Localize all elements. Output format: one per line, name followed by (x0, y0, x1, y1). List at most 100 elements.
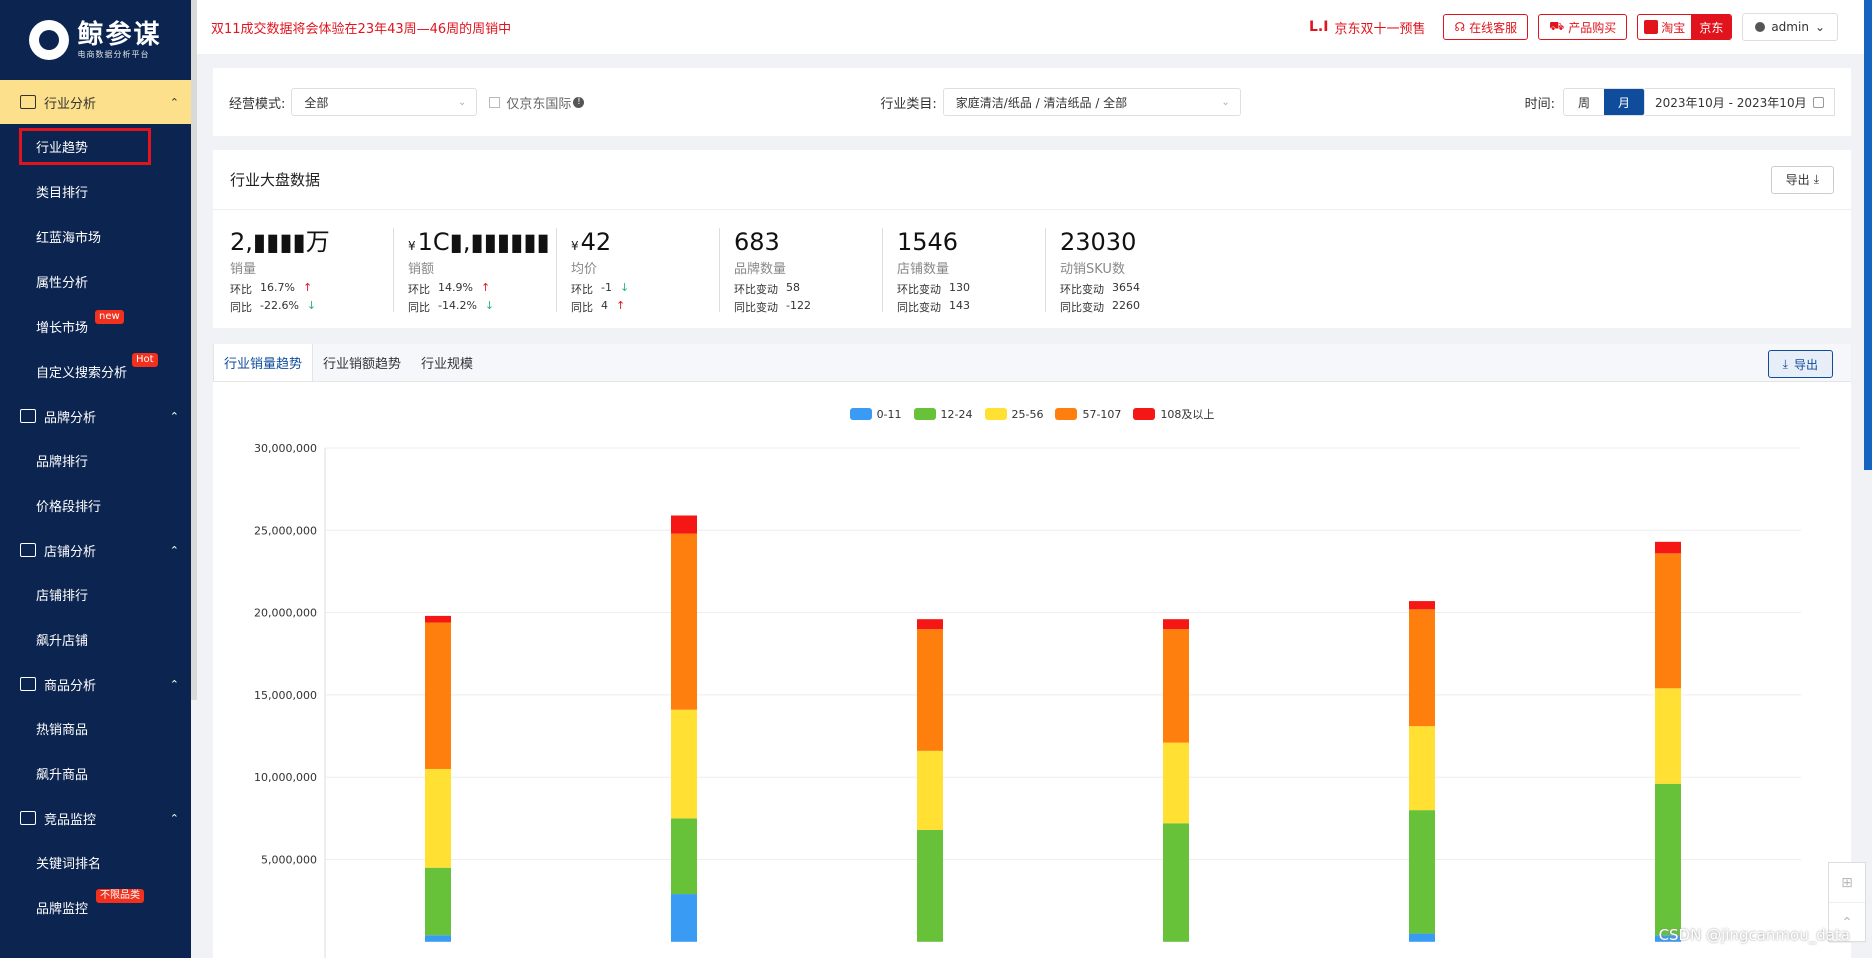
purchase-button[interactable]: ⛟ 产品购买 (1538, 14, 1628, 40)
menu-group-product[interactable]: 商品分析 ⌃ (0, 662, 191, 706)
legend-item[interactable]: 108及以上 (1133, 406, 1214, 422)
sidebar-item-keyword-rank[interactable]: 关键词排名 (36, 857, 102, 872)
sidebar: 鲸参谋 电商数据分析平台 行业分析 ⌃ 行业趋势 类目排行 红蓝海市场 属性分析… (0, 0, 191, 958)
tab-sales-amount-trend[interactable]: 行业销额趋势 (323, 356, 402, 372)
sidebar-item-price-rank[interactable]: 价格段排行 (36, 500, 102, 515)
jd-intl-label: 仅京东国际 (506, 96, 572, 112)
period-week[interactable]: 周 (1577, 95, 1590, 110)
sidebar-item-industry-trend[interactable]: 行业趋势 (0, 124, 191, 169)
bar-segment[interactable] (1409, 726, 1435, 811)
back-to-top-icon[interactable]: ⌃ (1829, 903, 1865, 943)
bar-segment[interactable] (671, 709, 697, 819)
bar-segment[interactable] (917, 619, 943, 630)
online-service-button[interactable]: ☊ 在线客服 (1443, 14, 1529, 40)
sidebar-item-rising-product[interactable]: 飙升商品 (36, 768, 89, 783)
period-month[interactable]: 月 (1603, 89, 1644, 115)
chart-legend: 0-11 12-24 25-56 57-107 108及以上 (213, 406, 1851, 422)
bar-segment[interactable] (1409, 933, 1435, 942)
bar-segment[interactable] (425, 935, 451, 942)
topbar: 双11成交数据将会体验在23年43周—46周的周销中 L.I 京东双十一预售 ☊… (197, 0, 1872, 54)
sidebar-item-rising-store[interactable]: 飙升店铺 (36, 634, 89, 649)
filter-bar: 经营模式: 全部 ⌄ 仅京东国际 ! 行业类目: 家庭清洁/纸品 / 清洁纸品 /… (213, 68, 1851, 136)
bar-segment[interactable] (1409, 609, 1435, 727)
bar-segment[interactable] (917, 829, 943, 942)
menu-group-store[interactable]: 店铺分析 ⌃ (0, 528, 191, 572)
hot-badge: Hot (132, 353, 158, 367)
platform-switch[interactable]: 淘宝 京东 (1637, 14, 1733, 40)
bar-segment[interactable] (1409, 601, 1435, 610)
legend-item[interactable]: 12-24 (913, 406, 973, 422)
mode-select[interactable]: 全部 ⌄ (291, 88, 478, 116)
platform-taobao[interactable]: 淘宝 (1638, 19, 1691, 36)
bar-segment[interactable] (1163, 823, 1189, 942)
bar-segment[interactable] (671, 818, 697, 895)
legend-item[interactable]: 57-107 (1055, 406, 1121, 422)
qr-code-icon[interactable]: ⊞ (1829, 863, 1865, 903)
platform-jd[interactable]: 京东 (1691, 15, 1732, 39)
chevron-down-icon: ⌄ (458, 96, 467, 108)
chevron-up-icon: ⌃ (169, 811, 179, 825)
jd-intl-checkbox[interactable] (489, 96, 501, 108)
bar-segment[interactable] (917, 629, 943, 751)
bar-segment[interactable] (671, 515, 697, 534)
bar-segment[interactable] (1655, 783, 1681, 936)
overview-export-button[interactable]: 导出 ⤓ (1770, 165, 1834, 194)
y-tick-label: 20,000,000 (254, 607, 317, 620)
jd-presale-link[interactable]: L.I 京东双十一预售 (1309, 19, 1426, 37)
tab-industry-scale[interactable]: 行业规模 (421, 356, 474, 372)
date-range-picker[interactable]: 2023年10月 - 2023年10月 (1645, 88, 1835, 116)
sidebar-item-hot-product[interactable]: 热销商品 (36, 723, 89, 738)
user-menu[interactable]: admin ⌄ (1742, 13, 1838, 41)
page-scrollbar[interactable] (1864, 0, 1872, 470)
legend-item[interactable]: 0-11 (849, 406, 902, 422)
bar-segment[interactable] (425, 867, 451, 936)
y-tick-label: 10,000,000 (254, 771, 317, 784)
sidebar-item-attribute[interactable]: 属性分析 (36, 276, 89, 291)
category-select[interactable]: 家庭清洁/纸品 / 清洁纸品 / 全部 ⌄ (942, 88, 1241, 116)
period-toggle: 周 月 (1562, 88, 1645, 116)
bar-segment[interactable] (671, 533, 697, 710)
category-label: 行业类目: (880, 96, 937, 112)
sidebar-item-category-rank[interactable]: 类目排行 (36, 186, 89, 201)
bar-segment[interactable] (1409, 810, 1435, 934)
chart-export-button[interactable]: ⤓ 导出 (1767, 350, 1833, 378)
new-badge: new (95, 310, 124, 324)
brand-title: 鲸参谋 (77, 19, 162, 50)
bar-segment[interactable] (1163, 619, 1189, 630)
chevron-up-icon: ⌃ (169, 95, 179, 109)
bar-segment[interactable] (1163, 742, 1189, 824)
sidebar-item-custom-search[interactable]: 自定义搜索分析 Hot (0, 349, 191, 394)
menu-group-industry[interactable]: 行业分析 ⌃ (0, 80, 191, 124)
headset-icon: ☊ (1454, 20, 1466, 34)
bar-segment[interactable] (425, 768, 451, 868)
video-icon (20, 811, 36, 825)
bar-segment[interactable] (1655, 935, 1681, 942)
tab-sales-volume-trend[interactable]: 行业销量趋势 (213, 344, 314, 381)
legend-item[interactable]: 25-56 (984, 406, 1043, 422)
truck-icon (20, 95, 36, 109)
sidebar-item-brand-monitor[interactable]: 品牌监控 不限品类 (0, 885, 191, 930)
menu-group-competitor[interactable]: 竞品监控 ⌃ (0, 796, 191, 840)
cart-icon: ⛟ (1549, 19, 1565, 33)
bar-segment[interactable] (1163, 629, 1189, 743)
bar-segment[interactable] (917, 750, 943, 830)
bar-segment[interactable] (1655, 541, 1681, 554)
sidebar-item-growth-market[interactable]: 增长市场 new (0, 304, 191, 349)
logo[interactable]: 鲸参谋 电商数据分析平台 (0, 0, 191, 80)
stat-brand-count: 683 品牌数量 环比变动 58 同比变动 -122 (719, 228, 882, 314)
bar-segment[interactable] (1655, 553, 1681, 689)
bar-segment[interactable] (425, 622, 451, 769)
y-tick-label: 30,000,000 (254, 442, 317, 455)
sidebar-scrollbar[interactable] (191, 0, 197, 700)
menu-group-brand[interactable]: 品牌分析 ⌃ (0, 394, 191, 438)
watermark: CSDN @jingcanmou_data (1658, 926, 1850, 944)
notice-text: 双11成交数据将会体验在23年43周—46周的周销中 (211, 21, 512, 37)
info-icon[interactable]: ! (573, 96, 585, 108)
sidebar-item-red-blue-market[interactable]: 红蓝海市场 (36, 231, 102, 246)
bar-segment[interactable] (671, 894, 697, 942)
chevron-up-icon: ⌃ (169, 409, 179, 423)
sidebar-item-brand-rank[interactable]: 品牌排行 (36, 455, 89, 470)
bar-segment[interactable] (425, 615, 451, 623)
bar-segment[interactable] (1655, 688, 1681, 784)
sidebar-item-store-rank[interactable]: 店铺排行 (36, 589, 89, 604)
